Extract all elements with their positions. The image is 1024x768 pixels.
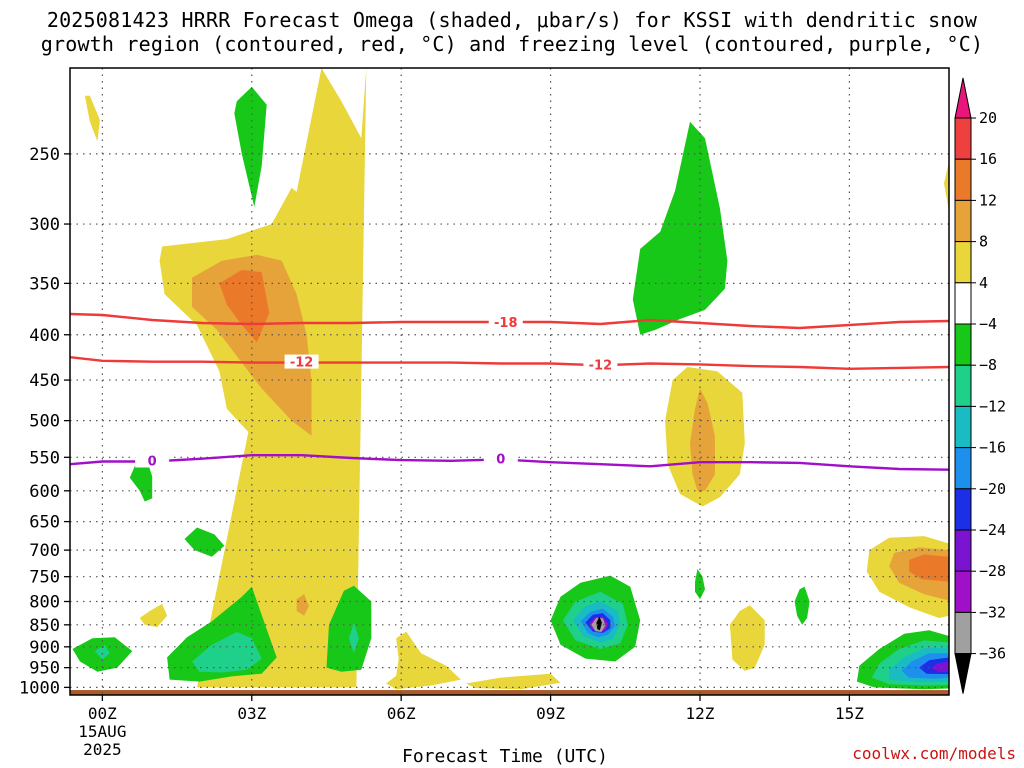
colorbar-label: −8 — [979, 356, 997, 374]
contour-label: -12 — [589, 358, 613, 373]
omega-shaded-region — [931, 661, 949, 673]
colorbar-label: 4 — [979, 274, 988, 292]
omega-shaded-region — [794, 586, 810, 625]
plot-area: -18 -12 -12 0 0 — [70, 68, 949, 695]
colorbar-bin — [954, 158, 972, 201]
omega-shaded-region — [632, 121, 728, 335]
x-tick-label: 12Z — [686, 704, 715, 723]
credit-link[interactable]: coolwx.com/models — [852, 744, 1016, 763]
colorbar-label: −32 — [979, 603, 1006, 621]
colorbar-bin — [954, 488, 972, 531]
omega-shaded-region — [944, 161, 949, 211]
omega-shaded-region — [234, 86, 267, 207]
plot-frame — [69, 67, 950, 696]
y-tick-label: 600 — [29, 482, 60, 502]
omega-shaded-region — [129, 460, 153, 502]
y-tick-label: 300 — [29, 215, 60, 235]
colorbar-bin — [954, 611, 972, 655]
x-tick-label: 00Z — [88, 704, 117, 723]
colorbar-label: −12 — [979, 397, 1006, 415]
omega-shaded-region — [184, 527, 225, 557]
contour-label: 0 — [496, 452, 505, 467]
colorbar-bin — [954, 282, 972, 325]
colorbar-bin — [954, 117, 972, 160]
colorbar-label: −4 — [979, 315, 997, 333]
y-tick-label: 350 — [29, 274, 60, 294]
terrain-band — [70, 690, 949, 695]
colorbar-label: −28 — [979, 562, 1006, 580]
y-tick-label: 650 — [29, 513, 60, 533]
colorbar-bin — [954, 447, 972, 490]
x-tick-label: 15Z — [835, 704, 864, 723]
x-tick-sublabel: 2025 — [83, 740, 122, 759]
omega-shaded-region — [84, 95, 100, 142]
colorbar-bottom-extend — [954, 653, 972, 694]
colorbar-bin — [954, 405, 972, 449]
omega-shaded-region — [139, 603, 168, 628]
omega-shaded-region — [296, 594, 309, 616]
y-tick-label: 700 — [29, 541, 60, 561]
contour-label-bg — [284, 354, 319, 369]
colorbar-top-extend — [954, 77, 972, 119]
x-tick-sublabel: 15AUG — [78, 722, 126, 741]
contour-label: 0 — [148, 454, 157, 469]
x-tick-label: 09Z — [536, 704, 565, 723]
contour-label-bg — [135, 453, 170, 468]
contour-label-bg — [488, 315, 523, 330]
x-tick-label: 06Z — [387, 704, 416, 723]
omega-shaded-region — [348, 622, 359, 654]
y-tick-label: 250 — [29, 145, 60, 165]
colorbar-bin — [954, 241, 972, 284]
omega-shaded-region — [94, 644, 110, 660]
contour-label-bg — [483, 451, 518, 466]
contour-label: -18 — [494, 316, 518, 331]
colorbar-label: −24 — [979, 521, 1006, 539]
x-axis-title: Forecast Time (UTC) — [402, 746, 608, 767]
colorbar-label: 20 — [979, 109, 997, 127]
omega-shaded-region — [192, 632, 262, 673]
chart-title-line-2: growth region (contoured, red, °C) and f… — [40, 32, 984, 56]
x-tick-label: 03Z — [237, 704, 266, 723]
omega-shaded-region — [326, 585, 372, 672]
omega-shaded-region — [386, 631, 461, 690]
y-tick-label: 900 — [29, 638, 60, 658]
omega-shaded-region — [729, 605, 765, 671]
omega-shaded-region — [596, 616, 602, 631]
colorbar-label: −20 — [979, 480, 1006, 498]
omega-shaded-region — [465, 673, 561, 690]
omega-shaded-region — [192, 254, 312, 436]
colorbar-bin — [954, 529, 972, 572]
colorbar-label: −36 — [979, 645, 1006, 663]
contour-label-bg — [583, 357, 618, 372]
omega-shaded-region — [909, 554, 949, 582]
colorbar-bin — [954, 199, 972, 243]
colorbar-bin — [954, 364, 972, 407]
y-tick-label: 850 — [29, 616, 60, 636]
y-tick-label: 750 — [29, 568, 60, 588]
y-tick-label: 550 — [29, 448, 60, 468]
chart-title-line-1: 2025081423 HRRR Forecast Omega (shaded, … — [46, 8, 978, 32]
y-tick-label: 450 — [29, 371, 60, 391]
omega-shaded-region — [690, 388, 715, 491]
colorbar-bin — [954, 570, 972, 613]
contour-line — [70, 356, 949, 371]
y-tick-label: 800 — [29, 593, 60, 613]
y-tick-label: 500 — [29, 412, 60, 432]
colorbar-label: 12 — [979, 191, 997, 209]
colorbar-label: −16 — [979, 439, 1006, 457]
colorbar-label: 16 — [979, 150, 997, 168]
y-tick-label: 400 — [29, 326, 60, 346]
colorbar-bin — [954, 323, 972, 366]
colorbar-label: 8 — [979, 233, 988, 251]
omega-shaded-region — [695, 568, 705, 600]
contour-label: -12 — [290, 356, 314, 371]
y-tick-label: 950 — [29, 659, 60, 679]
y-tick-label: 1000 — [19, 678, 60, 698]
